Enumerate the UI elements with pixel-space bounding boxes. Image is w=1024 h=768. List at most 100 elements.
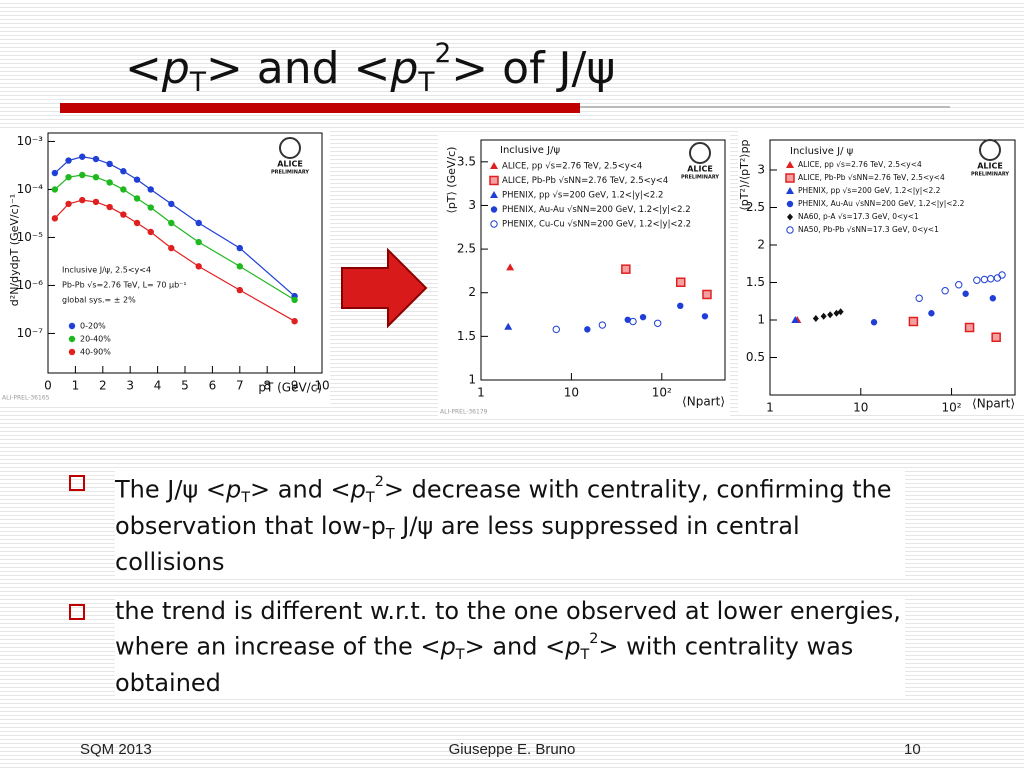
data-point bbox=[989, 295, 997, 302]
y-tick-label: 2.5 bbox=[457, 242, 476, 256]
footer-right: 10 bbox=[904, 741, 921, 758]
data-point bbox=[51, 186, 59, 193]
y-tick-label: 1 bbox=[468, 373, 476, 387]
title-run: < bbox=[125, 43, 162, 95]
y-axis-label: d²N/dydpT (GeV/c)⁻¹ bbox=[8, 194, 21, 306]
text-run: T bbox=[365, 489, 375, 506]
legend-marker bbox=[786, 200, 794, 208]
data-point bbox=[928, 310, 935, 317]
x-tick-label: 6 bbox=[209, 379, 217, 393]
plot-frame bbox=[769, 139, 1016, 396]
data-point bbox=[639, 313, 647, 321]
y-tick-label: 10⁻⁵ bbox=[17, 230, 44, 244]
data-point bbox=[702, 289, 712, 300]
text-run: p bbox=[350, 475, 366, 504]
x-tick-label: 4 bbox=[154, 379, 162, 393]
y-tick-label: 3 bbox=[468, 198, 476, 212]
text-run: J/ψ are less suppressed in central colli… bbox=[115, 511, 800, 577]
data-point bbox=[962, 290, 969, 297]
y-tick-label: 10⁻⁴ bbox=[17, 182, 44, 196]
x-tick-label: 1 bbox=[477, 386, 485, 400]
y-tick-label: 3.5 bbox=[457, 154, 476, 168]
slide-title: <pT> and <pT2> of J/ψ bbox=[125, 38, 615, 98]
legend-marker bbox=[490, 162, 498, 169]
data-point bbox=[908, 316, 919, 327]
title-run: T bbox=[189, 67, 206, 99]
x-tick-label: 1 bbox=[72, 379, 80, 393]
data-point bbox=[941, 287, 949, 295]
legend-label: PHENIX, Cu-Cu √sNN=200 GeV, 1.2<|y|<2.2 bbox=[502, 220, 691, 230]
data-point bbox=[870, 319, 878, 326]
text-run: > decrease with centrality, confirming t… bbox=[115, 475, 892, 540]
data-point bbox=[79, 171, 86, 179]
data-point bbox=[168, 200, 175, 208]
legend-label: PHENIX, Au-Au √sNN=200 GeV, 1.2<|y|<2.2 bbox=[502, 205, 691, 215]
y-tick-label: 1.5 bbox=[746, 275, 765, 289]
logo-text: PRELIMINARY bbox=[271, 170, 309, 176]
data-point bbox=[51, 169, 59, 177]
data-point bbox=[506, 263, 515, 271]
legend-label: ALICE, Pb-Pb √sNN=2.76 TeV, 2.5<y<4 bbox=[798, 173, 945, 182]
legend-marker bbox=[787, 213, 793, 221]
data-point bbox=[133, 195, 141, 202]
x-tick-label: 2 bbox=[99, 379, 107, 393]
y-axis-label: ⟨pT⟩ (GeV/c) bbox=[445, 147, 458, 214]
data-point bbox=[168, 244, 175, 252]
legend-marker bbox=[786, 226, 794, 234]
data-point bbox=[504, 322, 513, 330]
data-point bbox=[120, 168, 127, 175]
data-point bbox=[701, 313, 709, 320]
text-run: T bbox=[385, 526, 395, 543]
title-run: p bbox=[161, 43, 190, 95]
data-point bbox=[92, 155, 100, 163]
data-point bbox=[92, 173, 100, 181]
x-tick-label: 10² bbox=[652, 386, 672, 400]
x-tick-label: 10 bbox=[314, 379, 329, 393]
data-point bbox=[236, 244, 243, 252]
text-run: p bbox=[440, 632, 456, 661]
text-run: p bbox=[565, 632, 581, 661]
legend-label: 20-40% bbox=[80, 335, 111, 344]
bullet: The J/ψ <pT> and <pT2> decrease with cen… bbox=[69, 468, 905, 577]
legend-marker bbox=[490, 220, 498, 228]
text-run: T bbox=[241, 489, 251, 506]
legend-marker bbox=[786, 161, 794, 168]
text-run: The J/ψ < bbox=[115, 475, 226, 504]
y-tick-label: 2.5 bbox=[746, 200, 765, 214]
annotation: Pb-Pb √s=2.76 TeV, L= 70 µb⁻¹ bbox=[62, 281, 187, 290]
x-tick-label: 8 bbox=[263, 379, 271, 393]
legend-label: ALICE, pp √s=2.76 TeV, 2.5<y<4 bbox=[798, 160, 922, 169]
data-point bbox=[65, 157, 72, 164]
data-point bbox=[791, 316, 800, 323]
data-point bbox=[812, 315, 819, 322]
legend-marker bbox=[490, 191, 498, 198]
text-run: p bbox=[226, 475, 242, 504]
legend-label: 40-90% bbox=[80, 348, 111, 357]
data-point bbox=[998, 271, 1006, 279]
text-run: the trend is different w.r.t. to the one… bbox=[115, 597, 901, 661]
legend-marker bbox=[68, 348, 76, 356]
y-tick-label: 10⁻⁶ bbox=[17, 278, 44, 292]
data-point bbox=[291, 317, 298, 325]
legend-marker bbox=[68, 322, 76, 330]
x-tick-label: 9 bbox=[291, 379, 299, 393]
data-point bbox=[973, 276, 981, 284]
x-tick-label: 7 bbox=[236, 379, 244, 393]
data-point bbox=[677, 302, 684, 310]
data-point bbox=[51, 215, 59, 222]
x-tick-label: 10 bbox=[853, 401, 868, 415]
y-axis-label: ⟨pT²⟩/⟨pT²⟩pp bbox=[738, 139, 751, 210]
data-point bbox=[65, 200, 72, 208]
bullet: the trend is different w.r.t. to the one… bbox=[69, 597, 905, 697]
data-point bbox=[147, 228, 154, 236]
x-tick-label: 10² bbox=[942, 401, 962, 415]
data-point bbox=[598, 321, 607, 329]
arrow bbox=[341, 247, 428, 329]
text-run: 2 bbox=[589, 631, 599, 647]
y-tick-label: 2 bbox=[468, 285, 476, 299]
legend-marker bbox=[490, 206, 498, 213]
figure-id: ALI-PREL-36179 bbox=[440, 409, 488, 416]
x-axis-label: pT (GeV/c) bbox=[258, 381, 322, 395]
legend-label: NA50, Pb-Pb √sNN=17.3 GeV, 0<y<1 bbox=[798, 225, 939, 234]
